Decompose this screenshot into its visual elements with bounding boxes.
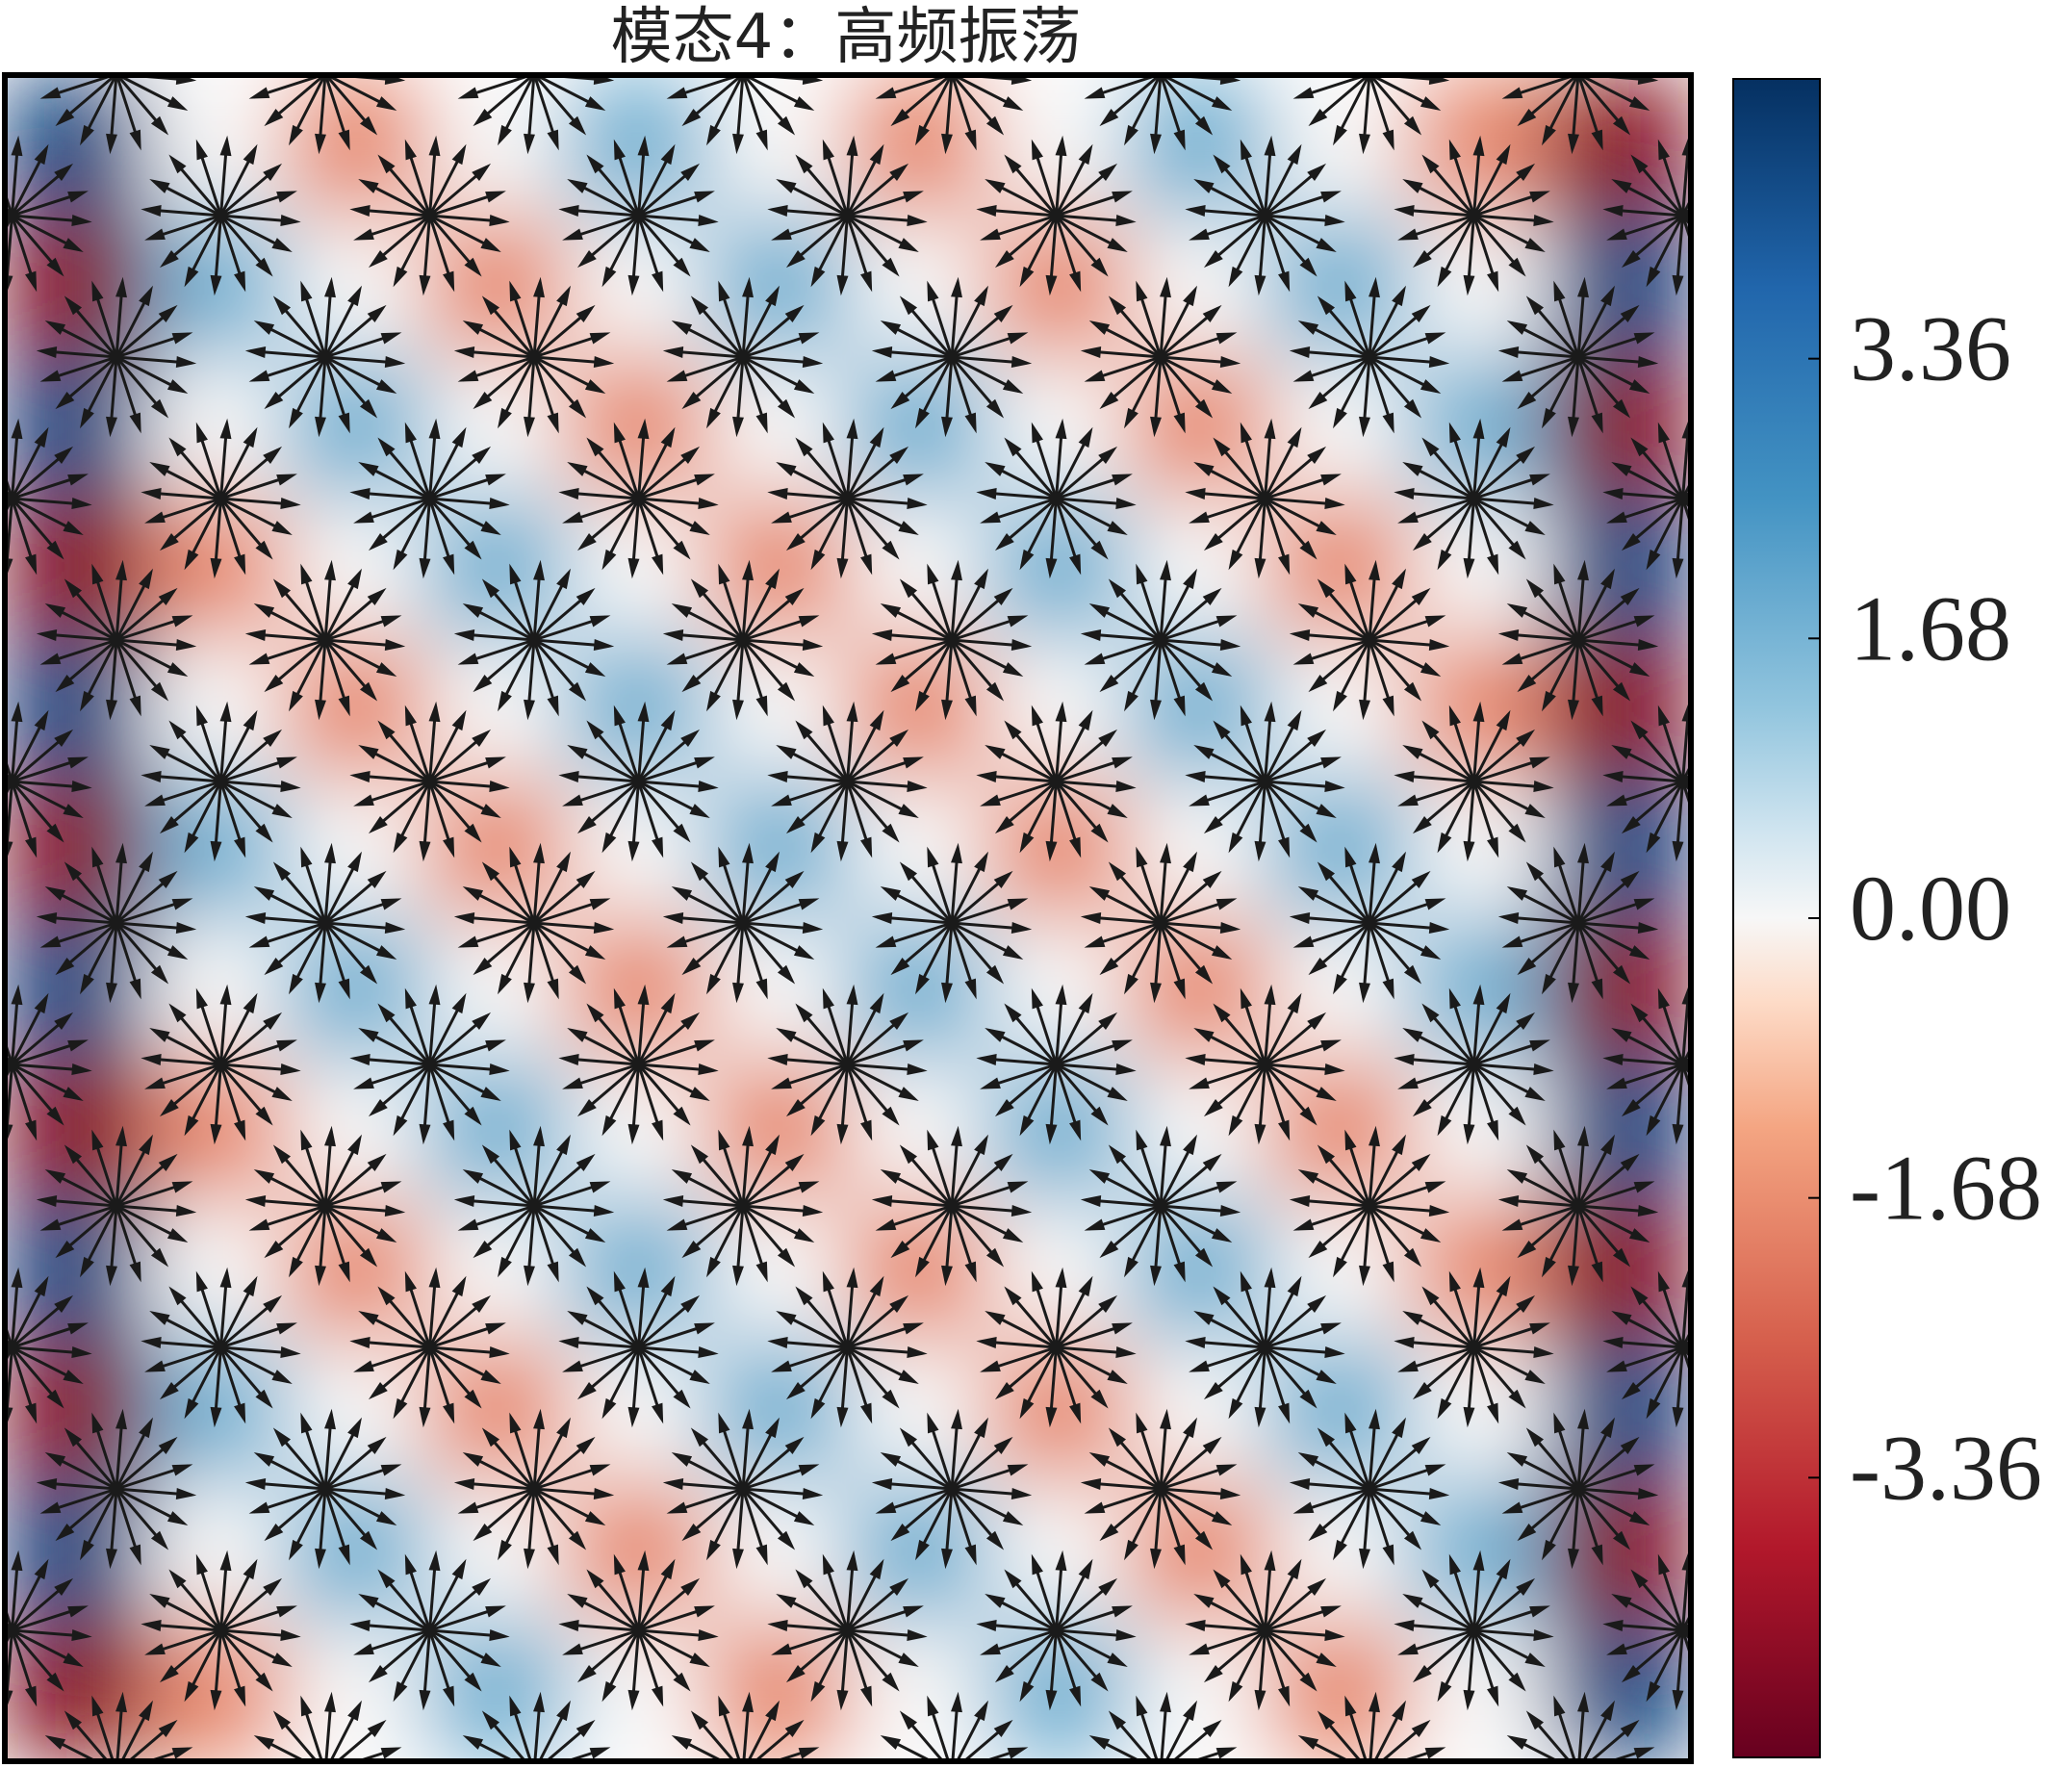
chart-title: 模态4：高频振荡 [611,2,1082,73]
colorbar [1732,78,1821,1758]
plot-frame [2,72,1694,1764]
colorbar-tick-label: 1.68 [1850,577,2011,679]
colorbar-tick-label: -3.36 [1850,1416,2042,1519]
colorbar-tick-label: 0.00 [1850,857,2011,960]
colorbar-tick-label: -1.68 [1850,1137,2042,1240]
colorbar-tick-label: 3.36 [1850,297,2011,400]
quiver-arrows [5,75,1691,1761]
